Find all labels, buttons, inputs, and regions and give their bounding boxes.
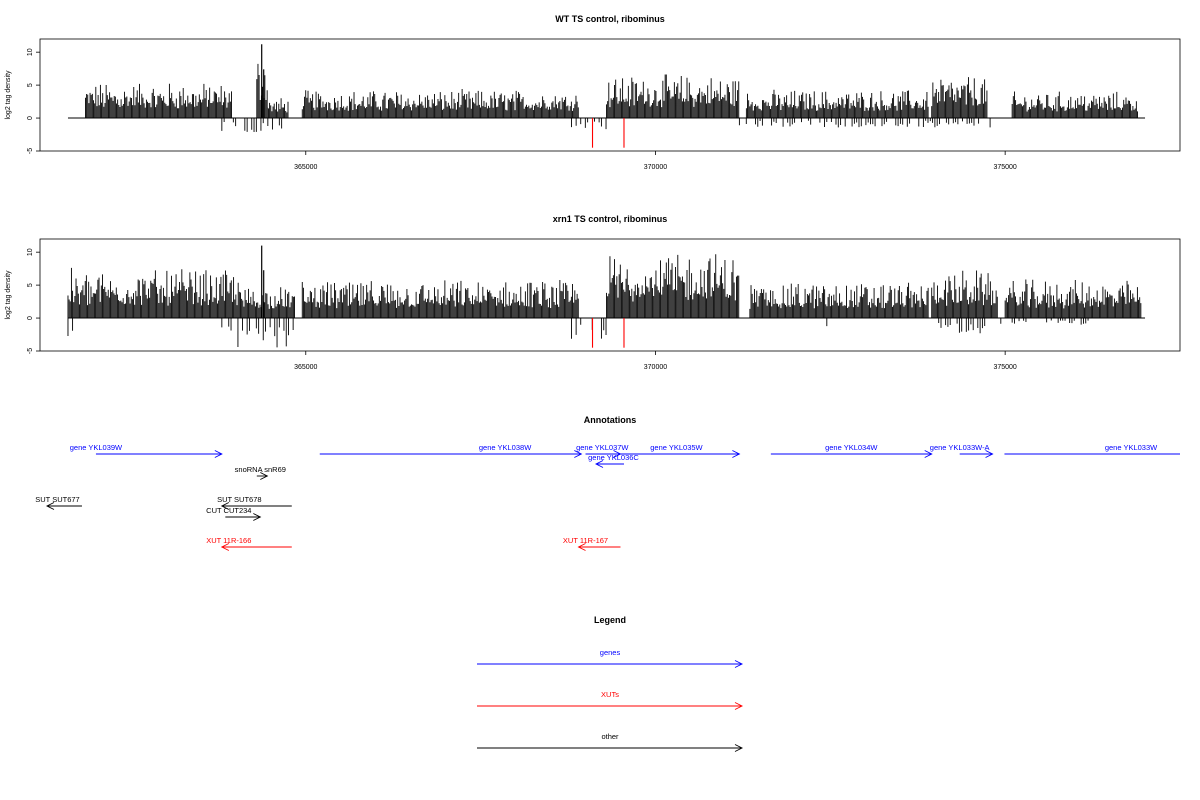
x-tick-label: 370000 [644, 364, 667, 371]
legend-title: Legend [594, 615, 626, 625]
legend-label: other [601, 732, 619, 741]
strand-arrowhead [253, 513, 262, 521]
feature-label: gene YKL034W [825, 443, 878, 452]
y-axis-label: log2 tag density [5, 70, 12, 120]
x-tick-label: 375000 [993, 364, 1016, 371]
annotation-feature: gene YKL035W [620, 443, 741, 458]
annotation-feature: gene YKL033W-A [930, 443, 994, 458]
annotation-feature: snoRNA snR69 [235, 465, 286, 480]
x-tick-label: 370000 [644, 164, 667, 171]
strand-arrowhead [220, 543, 230, 551]
annotation-track: gene YKL039W gene YKL038W gene YKL037W gene… [35, 443, 1180, 551]
x-tick-label: 365000 [294, 164, 317, 171]
y-tick-label: 10 [27, 248, 34, 256]
strand-arrowhead [220, 502, 230, 510]
legend-label: XUTs [601, 690, 619, 699]
y-tick-label: 5 [27, 83, 34, 87]
feature-label: gene YKL037W [576, 443, 629, 452]
plot-frame [39, 238, 1181, 352]
annotation-feature: gene YKL038W [319, 443, 583, 458]
legend-item: genes [477, 648, 744, 668]
panel-title: xrn1 TS control, ribominus [553, 214, 668, 224]
annotation-feature: CUT CUT234 [206, 506, 262, 521]
panel-title: WT TS control, ribominus [555, 14, 665, 24]
legend-arrowhead [734, 660, 744, 668]
legend-item: XUTs [477, 690, 744, 710]
feature-label: XUT 11R-167 [563, 536, 608, 545]
y-tick-label: 10 [27, 48, 34, 56]
y-tick-label: 5 [27, 283, 34, 287]
legend-item: other [477, 732, 744, 752]
x-tick-label: 365000 [294, 364, 317, 371]
annotation-feature: gene YKL036C [588, 453, 639, 468]
legend: genes XUTs other [477, 648, 744, 752]
legend-label: genes [600, 648, 621, 657]
y-axis-label: log2 tag density [5, 270, 12, 320]
feature-label: gene YKL033W [1105, 443, 1158, 452]
plot-frame [39, 38, 1181, 152]
density-bars [67, 245, 1142, 348]
annotation-feature: gene YKL039W [70, 443, 223, 458]
feature-label: XUT 11R-166 [206, 536, 251, 545]
annotations-title: Annotations [584, 415, 637, 425]
annotation-feature: gene YKL033W [1004, 443, 1180, 455]
strand-arrowhead [732, 450, 741, 458]
density-bar-series [85, 63, 1138, 132]
feature-label: SUT SUT677 [35, 495, 79, 504]
feature-label: gene YKL036C [588, 453, 639, 462]
strand-arrowhead [574, 450, 583, 458]
xrn1-density-panel: xrn1 TS control, ribominus -5 0 5 10 log2 tag… [5, 214, 1181, 371]
density-bars [85, 44, 1138, 132]
feature-label: CUT CUT234 [206, 506, 251, 515]
density-bar-series [67, 254, 1142, 348]
strand-arrowhead [214, 450, 223, 458]
x-tick-label: 375000 [993, 164, 1016, 171]
y-tick-label: -5 [27, 148, 34, 154]
y-tick-label: 0 [27, 316, 34, 320]
strand-arrowhead [45, 502, 55, 510]
feature-label: SUT SUT678 [217, 495, 261, 504]
y-tick-label: -5 [27, 348, 34, 354]
annotation-feature: gene YKL034W [770, 443, 933, 458]
annotation-feature: XUT 11R-166 [206, 536, 292, 551]
feature-label: snoRNA snR69 [235, 465, 286, 474]
annotation-feature: SUT SUT677 [35, 495, 82, 510]
feature-label: gene YKL038W [479, 443, 532, 452]
legend-arrowhead [734, 702, 744, 710]
strand-arrowhead [924, 450, 933, 458]
strand-arrowhead [595, 460, 604, 468]
wt-density-panel: WT TS control, ribominus -5 0 5 10 log2 tag d… [5, 14, 1181, 171]
annotation-feature: XUT 11R-167 [563, 536, 621, 551]
feature-label: gene YKL033W-A [930, 443, 990, 452]
y-tick-label: 0 [27, 116, 34, 120]
strand-arrowhead [260, 472, 269, 480]
annotation-feature: SUT SUT678 [217, 495, 292, 510]
legend-arrowhead [734, 744, 744, 752]
feature-label: gene YKL039W [70, 443, 123, 452]
strand-arrowhead [985, 450, 994, 458]
feature-label: gene YKL035W [650, 443, 703, 452]
strand-arrowhead [577, 543, 586, 551]
